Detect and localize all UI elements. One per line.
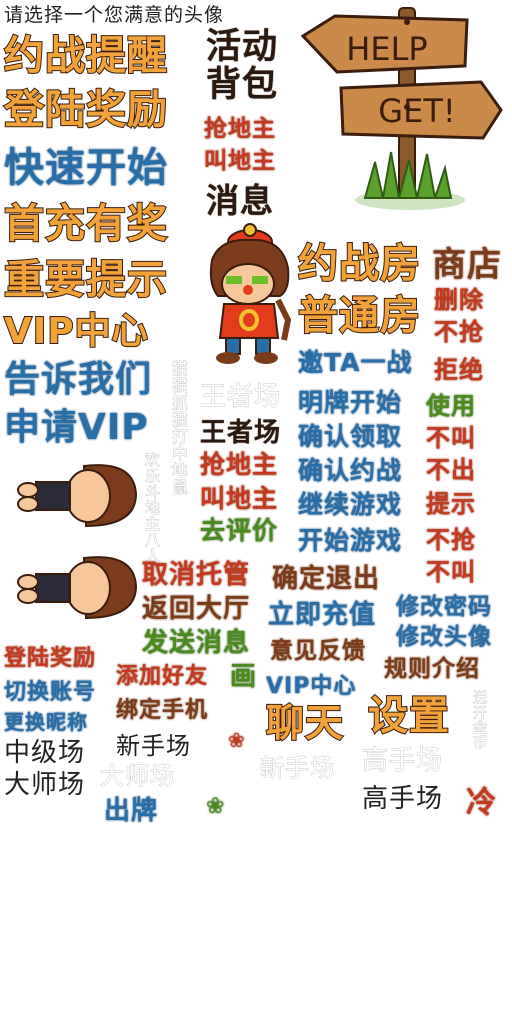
label-mid-arena: 中级场 bbox=[4, 738, 86, 768]
label-change-password: 修改密码 bbox=[395, 594, 492, 620]
label-settings: 设置 bbox=[367, 693, 450, 739]
label-add-friend: 添加好友 bbox=[115, 664, 209, 689]
label-change-avatar: 修改头像 bbox=[395, 624, 492, 650]
label-activity: 活动 bbox=[205, 27, 279, 67]
label-chat: 聊天 bbox=[265, 701, 345, 745]
label-use: 使用 bbox=[425, 392, 476, 420]
label-no-call-1: 不叫 bbox=[425, 424, 476, 452]
label-important-tip: 重要提示 bbox=[3, 257, 168, 303]
label-return-hall: 返回大厅 bbox=[141, 594, 251, 624]
label-start-game: 开始游戏 bbox=[297, 526, 403, 555]
boy-lying-icon-2 bbox=[17, 556, 138, 620]
decor-mark-green: ❀ bbox=[205, 794, 226, 819]
label-apply-vip: 申请VIP bbox=[3, 407, 149, 448]
label-battle-reminder: 约战提醒 bbox=[3, 33, 168, 79]
label-confirm-exit: 确定退出 bbox=[271, 564, 381, 594]
label-login-reward: 登陆奖励 bbox=[3, 87, 168, 133]
avatar-select-prompt: 请选择一个您满意的头像 bbox=[4, 4, 225, 26]
label-no-call-2: 不叫 bbox=[425, 558, 476, 586]
label-tell-us: 告诉我们 bbox=[3, 359, 153, 400]
label-invite-ta: 邀TA一战 bbox=[297, 348, 413, 377]
label-vip-center: VIP中心 bbox=[3, 311, 149, 352]
label-high-arena-grey: 高手场 bbox=[361, 746, 444, 776]
label-grab-lord-1: 抢地主 bbox=[203, 116, 276, 142]
label-continue-game: 继续游戏 bbox=[297, 490, 403, 519]
label-battle-room: 约战房 bbox=[297, 241, 421, 287]
label-high-arena: 高手场 bbox=[362, 784, 444, 814]
label-confirm-battle: 确认约战 bbox=[297, 456, 403, 485]
label-draw: 画 bbox=[229, 662, 258, 692]
label-message: 消息 bbox=[206, 181, 274, 220]
label-vertical-red: 冷 bbox=[459, 785, 496, 818]
help-signpost-icon: HELP GET! bbox=[300, 7, 503, 210]
label-bind-phone: 绑定手机 bbox=[115, 698, 209, 723]
label-open-card-start: 明牌开始 bbox=[297, 388, 403, 417]
label-no-grab-2: 不抢 bbox=[425, 526, 476, 554]
label-send-message: 发送消息 bbox=[141, 628, 251, 658]
label-switch-account: 切换账号 bbox=[3, 680, 97, 705]
label-refuse: 拒绝 bbox=[433, 356, 484, 384]
label-novice-arena-grey: 新手场 bbox=[260, 754, 335, 782]
label-call-lord-1: 叫地主 bbox=[203, 148, 276, 174]
label-quick-start: 快速开始 bbox=[3, 145, 168, 191]
label-master-arena-grey: 大师场 bbox=[100, 762, 175, 790]
sign-bottom-text: GET! bbox=[378, 92, 455, 130]
label-play-card: 出牌 bbox=[103, 796, 159, 826]
label-grab-lord-2: 抢地主 bbox=[199, 450, 279, 479]
label-hint: 提示 bbox=[425, 490, 476, 518]
label-vertical-grey-3: 送开金币 bbox=[471, 690, 488, 751]
label-novice-arena: 新手场 bbox=[116, 732, 191, 760]
label-vip-center-small: VIP中心 bbox=[265, 674, 357, 699]
label-king-arena-grey: 王者场 bbox=[199, 382, 282, 412]
label-change-nickname: 更换昵称 bbox=[3, 710, 88, 734]
mascot-character-icon bbox=[209, 223, 292, 364]
label-login-reward-small: 登陆奖励 bbox=[3, 646, 97, 671]
label-backpack: 背包 bbox=[205, 65, 279, 105]
label-confirm-claim: 确认领取 bbox=[297, 422, 403, 451]
label-no-grab-1: 不抢 bbox=[433, 318, 484, 346]
label-shop: 商店 bbox=[431, 245, 502, 285]
label-go-rate: 去评价 bbox=[199, 516, 279, 545]
label-delete: 删除 bbox=[433, 286, 484, 314]
label-feedback: 意见反馈 bbox=[269, 638, 366, 664]
label-vertical-grey-1: 猫猫抓猫打中地鼠 bbox=[169, 360, 189, 497]
label-cancel-auto: 取消托管 bbox=[141, 560, 251, 590]
label-first-recharge: 首充有奖 bbox=[3, 201, 168, 247]
label-recharge-now: 立即充值 bbox=[267, 600, 377, 630]
boy-lying-icon-1 bbox=[17, 464, 138, 528]
label-normal-room: 普通房 bbox=[297, 293, 421, 339]
sign-top-text: HELP bbox=[346, 30, 427, 68]
label-rules-intro: 规则介绍 bbox=[383, 656, 480, 682]
label-no-play: 不出 bbox=[425, 456, 476, 484]
label-king-arena: 王者场 bbox=[199, 418, 282, 448]
label-call-lord-2: 叫地主 bbox=[199, 484, 279, 513]
decor-mark-red: ❀ bbox=[227, 728, 246, 752]
label-master-arena: 大师场 bbox=[4, 770, 86, 800]
label-vertical-grey-2: 欢乐斗地主八人 bbox=[143, 452, 162, 565]
